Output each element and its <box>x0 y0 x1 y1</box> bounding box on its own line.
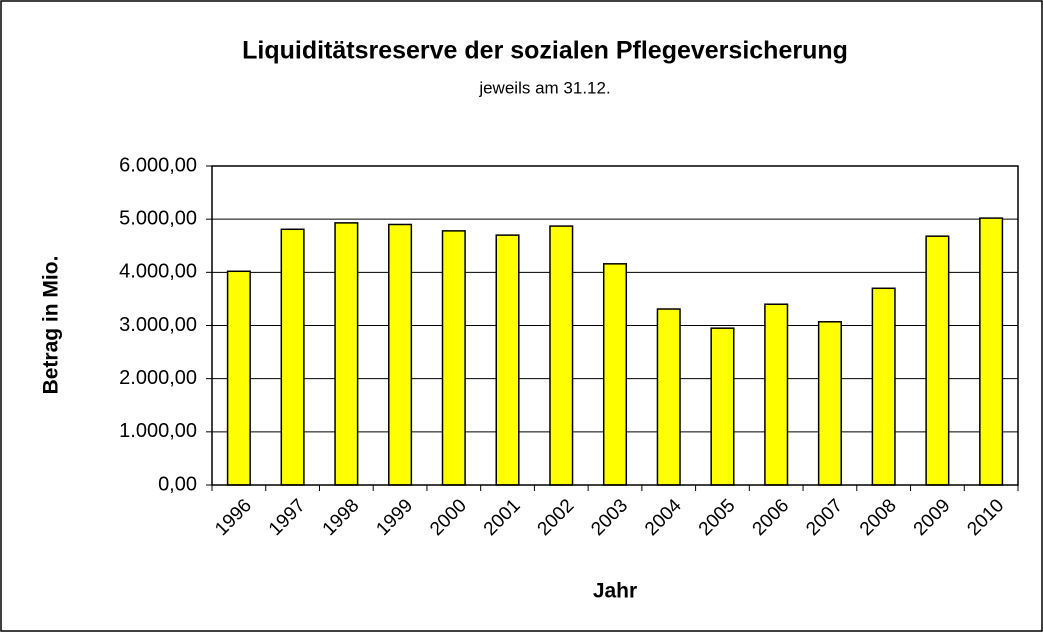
bar <box>871 287 896 486</box>
bar <box>226 270 251 486</box>
y-tick-label: 6.000,00 <box>119 154 197 176</box>
chart-title: Liquiditätsreserve der sozialen Pflegeve… <box>242 37 848 65</box>
bar <box>710 327 735 486</box>
bar <box>495 234 520 486</box>
bar <box>764 303 789 486</box>
chart-subtitle: jeweils am 31.12. <box>478 78 610 97</box>
bar <box>280 228 305 486</box>
y-tick-label: 3.000,00 <box>119 314 197 336</box>
bar <box>817 321 842 486</box>
bar <box>441 230 466 486</box>
bar <box>388 223 413 486</box>
x-axis-label: Jahr <box>593 580 637 603</box>
bar <box>602 263 628 486</box>
y-tick-label: 0,00 <box>158 473 197 495</box>
y-tick-label: 2.000,00 <box>119 367 197 389</box>
y-tick-label: 5.000,00 <box>119 207 197 229</box>
bar <box>925 235 950 486</box>
bar <box>334 222 359 486</box>
y-tick-label: 1.000,00 <box>119 420 197 442</box>
y-tick-label: 4.000,00 <box>119 261 197 283</box>
y-axis-label: Betrag in Mio. <box>40 256 63 395</box>
plot-border <box>211 165 1019 486</box>
bar <box>549 225 574 486</box>
bar <box>979 217 1004 486</box>
bar <box>656 308 681 486</box>
